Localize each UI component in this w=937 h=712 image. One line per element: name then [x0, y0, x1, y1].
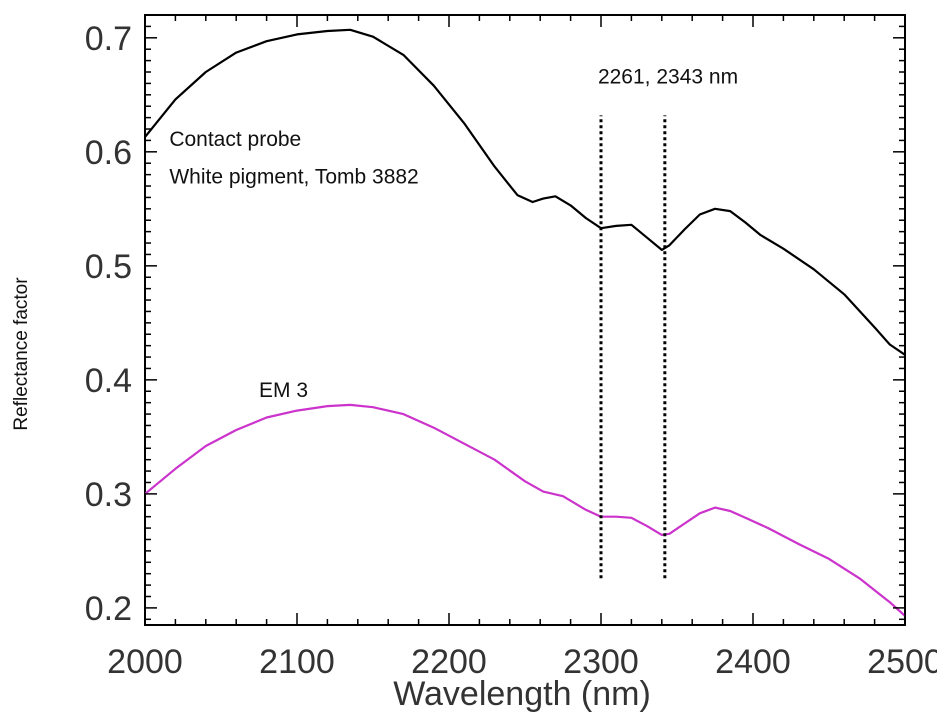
annotation-label: EM 3	[259, 379, 308, 402]
x-tick-label: 2100	[259, 643, 335, 681]
annotations: 2261, 2343 nm Contact probe White pigment,…	[169, 65, 738, 402]
y-tick-label: 0.6	[85, 134, 132, 172]
y-axis-title: Reflectance factor	[11, 277, 32, 431]
x-tick-label: 2400	[715, 643, 791, 681]
plot-area	[144, 14, 906, 626]
y-tick-label: 0.4	[85, 362, 132, 400]
plot-frame	[144, 14, 906, 626]
y-tick-label: 0.3	[85, 476, 132, 514]
tick-labels: 2000 2100 2200 2300 2400 2500 0.2 0.3 0.4 0.5 0.6 0…	[85, 20, 937, 681]
axis-ticks	[144, 14, 906, 625]
reference-lines	[599, 115, 667, 579]
annotation-label: 2261, 2343 nm	[598, 65, 738, 88]
series-line-1	[145, 28, 905, 356]
x-tick-label: 2200	[411, 643, 487, 681]
x-axis-title: Wavelength (nm)	[393, 675, 651, 712]
x-tick-label: 2000	[107, 643, 183, 681]
annotation-label: Contact probe	[169, 128, 301, 151]
y-tick-label: 0.7	[85, 20, 132, 58]
annotation-label: White pigment, Tomb 3882	[169, 166, 418, 189]
x-tick-label: 2500	[867, 643, 937, 681]
series-layer	[145, 28, 905, 617]
series-line-2	[145, 403, 905, 617]
x-tick-label: 2300	[563, 643, 639, 681]
y-tick-label: 0.5	[85, 248, 132, 286]
y-tick-label: 0.2	[85, 590, 132, 628]
